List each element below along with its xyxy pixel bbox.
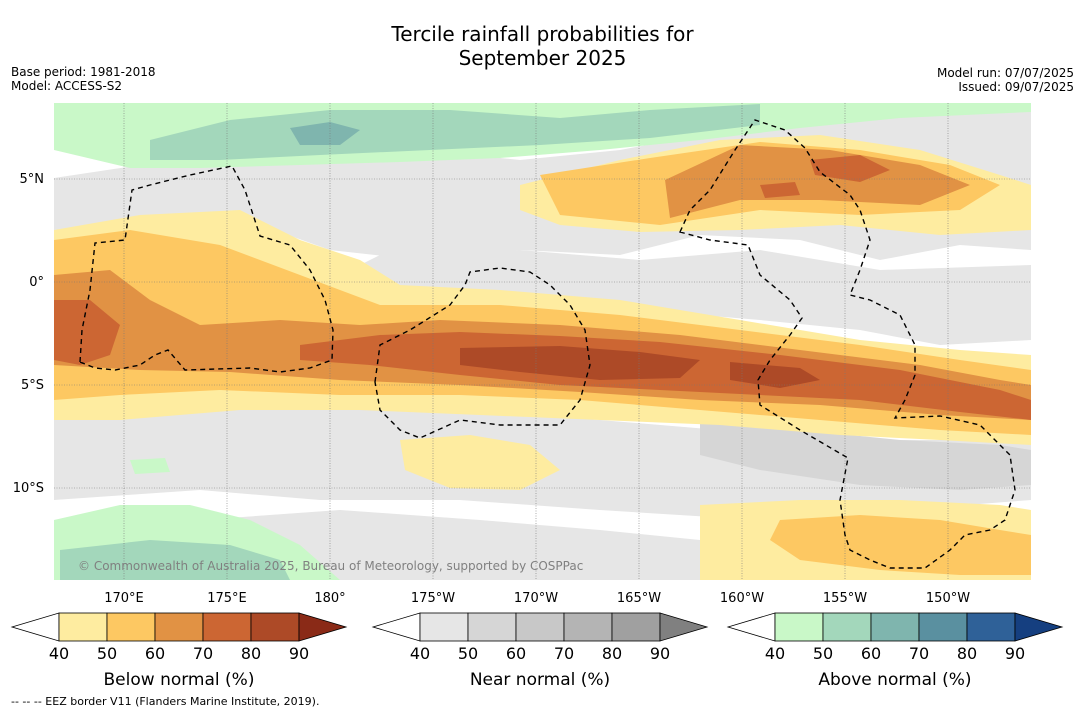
colorbar-low-extension bbox=[10, 612, 60, 642]
colorbar-low-extension bbox=[726, 612, 776, 642]
colorbar-high-extension bbox=[659, 612, 709, 642]
lon-label: 170°W bbox=[514, 591, 558, 606]
colorbar-segment bbox=[467, 612, 517, 642]
colorbar-title: Below normal (%) bbox=[104, 670, 255, 690]
above-normal-region bbox=[130, 458, 170, 474]
lat-label: 5°S bbox=[21, 378, 44, 393]
below-normal-region bbox=[810, 155, 890, 182]
above-normal-region bbox=[60, 540, 290, 580]
colorbar-tick-label: 60 bbox=[861, 644, 881, 663]
meta-right: Model run: 07/07/2025 Issued: 09/07/2025 bbox=[937, 66, 1074, 94]
below-normal-region bbox=[460, 346, 700, 380]
colorbar-tick-label: 40 bbox=[49, 644, 69, 663]
colorbar-tick-label: 70 bbox=[554, 644, 574, 663]
lat-label: 0° bbox=[29, 275, 44, 290]
lat-label: 5°N bbox=[20, 172, 45, 187]
lon-label: 175°E bbox=[207, 591, 247, 606]
below-normal-region bbox=[760, 182, 800, 198]
colorbar-segment bbox=[822, 612, 872, 642]
below-normal-region bbox=[665, 145, 970, 218]
colorbar-below-normal: 40 50 60 70 80 90 Below normal (%) bbox=[10, 612, 348, 690]
colorbar-above-normal: 40 50 60 70 80 90 Above normal (%) bbox=[726, 612, 1064, 690]
graticule bbox=[54, 103, 1031, 580]
colorbar-tick-label: 60 bbox=[145, 644, 165, 663]
near-normal-region bbox=[200, 510, 700, 580]
colorbar-high-extension bbox=[298, 612, 348, 642]
above-normal-region bbox=[150, 104, 760, 160]
colorbar-segment bbox=[250, 612, 300, 642]
lon-label: 155°W bbox=[823, 591, 867, 606]
lon-label: 180° bbox=[314, 591, 345, 606]
colorbar-high-extension bbox=[1014, 612, 1064, 642]
below-normal-region bbox=[54, 300, 120, 365]
colorbar-tick-label: 70 bbox=[909, 644, 929, 663]
lon-label: 150°W bbox=[926, 591, 970, 606]
model-name: Model: ACCESS-S2 bbox=[11, 79, 123, 93]
colorbar-tick-label: 90 bbox=[289, 644, 309, 663]
colorbar-tick-label: 80 bbox=[957, 644, 977, 663]
colorbar-segment bbox=[419, 612, 469, 642]
lat-label: 10°S bbox=[13, 481, 44, 496]
issued-date: Issued: 09/07/2025 bbox=[958, 80, 1074, 94]
below-normal-region bbox=[400, 435, 560, 490]
title-line-2: September 2025 bbox=[458, 46, 627, 70]
lon-label: 160°W bbox=[720, 591, 764, 606]
latitude-labels: 5°N 0° 5°S 10°S bbox=[13, 172, 44, 496]
colorbar-tick-label: 50 bbox=[813, 644, 833, 663]
map-title: Tercile rainfall probabilities for Septe… bbox=[0, 22, 1085, 70]
colorbar-segment bbox=[58, 612, 108, 642]
meta-left: Base period: 1981-2018 Model: ACCESS-S2 bbox=[11, 65, 156, 93]
lon-label: 175°W bbox=[411, 591, 455, 606]
longitude-labels: 170°E 175°E 180° 175°W 170°W 165°W 160°W… bbox=[104, 591, 970, 606]
colorbar-segment bbox=[611, 612, 661, 642]
colorbar-segment bbox=[202, 612, 252, 642]
colorbar-tick-label: 90 bbox=[650, 644, 670, 663]
lon-label: 170°E bbox=[104, 591, 144, 606]
colorbar-tick-label: 40 bbox=[410, 644, 430, 663]
colorbar-segment bbox=[106, 612, 156, 642]
colorbar-segment bbox=[515, 612, 565, 642]
colorbar-segment bbox=[774, 612, 824, 642]
eez-footnote: -- -- -- EEZ border V11 (Flanders Marine… bbox=[11, 695, 320, 708]
lon-label: 165°W bbox=[617, 591, 661, 606]
probability-field: © Commonwealth of Australia 2025, Bureau… bbox=[54, 103, 1031, 580]
base-period: Base period: 1981-2018 bbox=[11, 65, 156, 79]
colorbar-segment bbox=[870, 612, 920, 642]
copyright-notice: © Commonwealth of Australia 2025, Bureau… bbox=[78, 559, 583, 573]
colorbar-segment bbox=[563, 612, 613, 642]
colorbar-tick-label: 90 bbox=[1005, 644, 1025, 663]
colorbar-tick-label: 40 bbox=[765, 644, 785, 663]
colorbar-title: Above normal (%) bbox=[818, 670, 971, 690]
below-normal-region bbox=[730, 362, 820, 388]
colorbar-segment bbox=[154, 612, 204, 642]
colorbar-tick-label: 80 bbox=[241, 644, 261, 663]
eez-borders bbox=[79, 119, 1016, 569]
below-normal-region bbox=[770, 515, 1031, 575]
colorbar-tick-label: 70 bbox=[193, 644, 213, 663]
near-normal-region bbox=[330, 250, 1031, 345]
near-normal-region bbox=[700, 420, 1031, 490]
colorbar-title: Near normal (%) bbox=[470, 670, 610, 690]
colorbar-segment bbox=[918, 612, 968, 642]
title-line-1: Tercile rainfall probabilities for bbox=[391, 22, 694, 46]
colorbar-segment bbox=[966, 612, 1016, 642]
colorbar-tick-label: 60 bbox=[506, 644, 526, 663]
model-run: Model run: 07/07/2025 bbox=[936, 66, 1074, 80]
above-normal-region bbox=[290, 122, 360, 145]
colorbar-tick-label: 80 bbox=[602, 644, 622, 663]
colorbar-tick-label: 50 bbox=[458, 644, 478, 663]
colorbar-near-normal: 40 50 60 70 80 90 Near normal (%) bbox=[371, 612, 709, 690]
colorbar-low-extension bbox=[371, 612, 421, 642]
colorbar-tick-label: 50 bbox=[97, 644, 117, 663]
